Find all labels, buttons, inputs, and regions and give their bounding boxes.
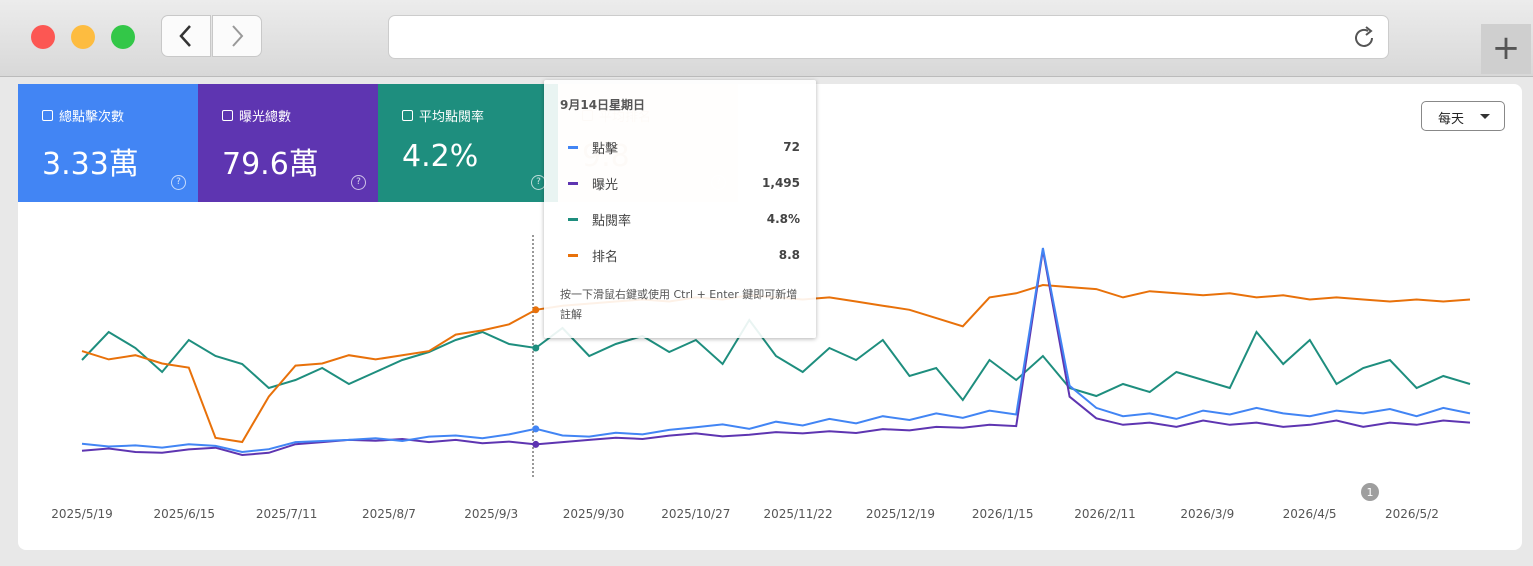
hover-point	[532, 306, 540, 314]
tooltip-row: 排名 8.8	[560, 237, 800, 273]
series-line	[81, 318, 1471, 402]
tooltip-hint: 按一下滑鼠右鍵或使用 Ctrl + Enter 鍵即可新增註解	[560, 288, 798, 321]
zoom-button[interactable]	[111, 25, 135, 49]
x-tick-label: 2025/9/30	[563, 507, 625, 521]
x-tick-label: 2025/5/19	[51, 507, 113, 521]
back-button[interactable]	[161, 15, 211, 57]
new-tab-button[interactable]: +	[1481, 24, 1531, 74]
forward-button[interactable]	[212, 15, 262, 57]
x-tick-label: 2025/10/27	[661, 507, 730, 521]
x-tick-label: 2026/2/11	[1074, 507, 1136, 521]
metric-card[interactable]: 總點擊次數 3.33萬?	[18, 84, 198, 202]
hover-point	[532, 440, 540, 448]
annotation-marker[interactable]: 1	[1361, 483, 1379, 501]
annotation-circle	[1361, 483, 1379, 501]
hover-point	[532, 344, 540, 352]
card-value: 4.2%	[402, 139, 479, 174]
annotation-label: 1	[1367, 486, 1374, 499]
checkbox	[222, 110, 233, 121]
card-label: 總點擊次數	[59, 110, 125, 125]
series-line	[81, 247, 1471, 454]
toolbar: +	[0, 0, 1533, 77]
card-value: 3.33萬	[42, 147, 139, 182]
x-tick-label: 2025/9/3	[464, 507, 518, 521]
card-label: 曝光總數	[239, 110, 292, 125]
checkbox	[402, 110, 413, 121]
metric-card[interactable]: 平均點閱率 4.2%?	[378, 84, 558, 202]
help-icon: ?	[171, 175, 186, 190]
tooltip-series-name: 點閱率	[592, 213, 632, 229]
tooltip-row: 點擊 72	[560, 129, 800, 165]
checkbox	[42, 110, 53, 121]
close-button[interactable]	[31, 25, 55, 49]
granularity-dropdown[interactable]: 每天	[1421, 101, 1505, 131]
x-tick-label: 2025/8/7	[362, 507, 416, 521]
tooltip-row: 曝光 1,495	[560, 165, 800, 201]
card-label-row: 曝光總數	[222, 106, 378, 125]
card-value: 79.6萬	[222, 147, 319, 182]
legend-swatch	[568, 217, 578, 221]
tooltip-title: 9月14日星期日	[560, 98, 646, 112]
tooltip-row: 點閱率 4.8%	[560, 201, 800, 237]
tooltip-value: 72	[783, 140, 800, 154]
tooltip-series-name: 曝光	[592, 177, 619, 193]
tooltip-value: 1,495	[762, 176, 800, 190]
x-tick-label: 2025/11/22	[764, 507, 833, 521]
tooltip-series-name: 排名	[592, 249, 619, 265]
x-tick-label: 2025/12/19	[866, 507, 935, 521]
address-bar[interactable]	[388, 15, 1389, 59]
tooltip-value: 4.8%	[766, 212, 800, 226]
series-line	[81, 249, 1471, 457]
minimize-button[interactable]	[71, 25, 95, 49]
help-icon: ?	[351, 175, 366, 190]
x-tick-label: 2026/3/9	[1180, 507, 1234, 521]
legend-swatch	[568, 253, 578, 257]
legend-swatch	[568, 145, 578, 149]
tooltip: 9月14日星期日 點擊 72 曝光 1,495 點閱率 4.8% 排名 8.8 按一下滑鼠右鍵…	[544, 80, 816, 338]
legend-swatch	[568, 181, 578, 185]
tooltip-series-name: 點擊	[592, 141, 619, 157]
x-tick-label: 2026/5/2	[1385, 507, 1439, 521]
card-label: 平均點閱率	[419, 110, 485, 125]
card-label-row: 平均點閱率	[402, 106, 558, 125]
hover-point	[532, 425, 540, 433]
metric-card[interactable]: 曝光總數 79.6萬?	[198, 84, 378, 202]
x-tick-label: 2025/7/11	[256, 507, 318, 521]
x-tick-label: 2026/4/5	[1283, 507, 1337, 521]
x-tick-label: 2025/6/15	[154, 507, 216, 521]
x-tick-label: 2026/1/15	[972, 507, 1034, 521]
tooltip-value: 8.8	[778, 248, 800, 262]
card-label-row: 總點擊次數	[42, 106, 198, 125]
